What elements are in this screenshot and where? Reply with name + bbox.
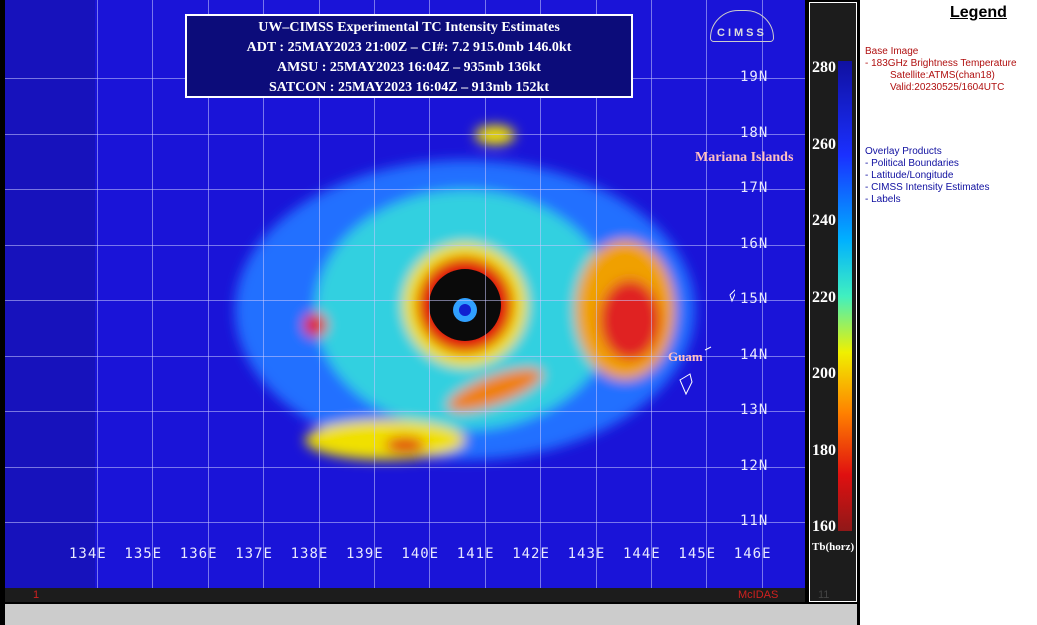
intensity-estimates-box: UW–CIMSS Experimental TC Intensity Estim…: [185, 14, 633, 98]
label-guam: Guam: [668, 349, 703, 364]
latitude-line: [5, 133, 805, 135]
frame-number: 1: [33, 589, 40, 601]
image-frame: 134E 135E 136E 137E 138E 139E 140E 141E 142E 143E…: [0, 0, 860, 625]
bottom-panel: [5, 604, 857, 625]
longitude-line: [318, 0, 320, 588]
longitude-line: [651, 0, 652, 588]
longitude-label: 137E: [235, 546, 273, 562]
latitude-line: [5, 189, 805, 190]
longitude-label: 144E: [623, 546, 661, 562]
label-mariana-islands: Mariana Islands: [695, 150, 794, 165]
overlay-item: - Labels: [865, 194, 901, 205]
colorbar-gradient: [838, 61, 852, 531]
longitude-label: 140E: [401, 546, 440, 562]
longitude-line: [429, 0, 431, 588]
amsu-estimate: AMSU : 25MAY2023 16:04Z – 935mb 136kt: [277, 60, 541, 75]
latitude-label: 15N: [740, 291, 769, 307]
latitude-label: 16N: [740, 235, 769, 252]
longitude-line: [97, 0, 98, 588]
base-image-item: - 183GHz Brightness Temperature: [865, 58, 1017, 69]
colorbar-tick: 220: [812, 288, 836, 306]
longitude-line: [484, 0, 486, 588]
adt-estimate: ADT : 25MAY2023 21:00Z – CI#: 7.2 915.0m…: [246, 40, 572, 55]
longitude-line: [263, 0, 265, 588]
valid-time: Valid:20230525/1604UTC: [890, 82, 1005, 93]
overlay-item: - CIMSS Intensity Estimates: [865, 182, 990, 193]
colorbar-tick: 280: [812, 59, 836, 76]
colorbar: 280 260 240 220 200 180 160 Tb(horz) 11: [809, 2, 857, 602]
latitude-label: 13N: [740, 402, 769, 418]
colorbar-tick: 160: [812, 518, 836, 535]
longitude-line: [374, 0, 375, 588]
colorbar-tick: 260: [812, 135, 836, 153]
longitude-label: 138E: [290, 546, 329, 562]
satcon-estimate: SATCON : 25MAY2023 16:04Z – 913mb 152kt: [268, 80, 549, 95]
latitude-label: 12N: [740, 457, 769, 474]
longitude-line: [595, 0, 597, 588]
longitude-label: 141E: [456, 546, 495, 562]
longitude-label: 136E: [179, 546, 218, 562]
latitude-line: [5, 522, 805, 523]
longitude-label: 139E: [346, 546, 384, 562]
base-image-header: Base Image: [865, 46, 919, 57]
latitude-label: 14N: [740, 346, 769, 363]
satellite-map: 134E 135E 136E 137E 138E 139E 140E 141E 142E 143E…: [5, 0, 805, 588]
longitude-label: 145E: [678, 546, 717, 562]
latitude-label: 19N: [740, 69, 769, 85]
satellite-info: Satellite:ATMS(chan18): [890, 70, 995, 81]
mcidas-status-bar: 1 McIDAS: [5, 588, 805, 602]
longitude-label: 146E: [733, 546, 772, 562]
frame-count: 11: [818, 589, 830, 601]
longitude-label: 135E: [124, 546, 163, 562]
overlay-item: - Latitude/Longitude: [865, 170, 954, 181]
longitude-line: [761, 0, 763, 588]
colorbar-tick: 240: [812, 212, 836, 229]
latitude-label: 11N: [740, 513, 769, 529]
title-heading: UW–CIMSS Experimental TC Intensity Estim…: [258, 20, 560, 35]
longitude-line: [152, 0, 154, 588]
latitude-line: [5, 411, 805, 412]
longitude-label: 143E: [567, 546, 606, 562]
latitude-line: [5, 355, 805, 357]
legend-panel: Legend Base Image - 183GHz Brightness Te…: [860, 0, 1037, 625]
longitude-line: [207, 0, 209, 588]
colorbar-tick: 180: [812, 441, 836, 459]
storm-imagery: [5, 0, 695, 588]
colorbar-unit: Tb(horz): [812, 541, 855, 553]
latitude-label: 18N: [740, 124, 769, 141]
longitude-label: 134E: [69, 546, 107, 562]
overlay-item: - Political Boundaries: [865, 158, 959, 169]
latitude-line: [5, 300, 805, 301]
mcidas-label: McIDAS: [738, 589, 779, 601]
longitude-line: [540, 0, 542, 588]
colorbar-tick: 200: [812, 365, 836, 382]
overlay-header: Overlay Products: [865, 146, 942, 157]
legend-title: Legend: [950, 4, 1007, 21]
latitude-line: [5, 244, 805, 246]
longitude-line: [706, 0, 708, 588]
latitude-line: [5, 466, 805, 468]
latitude-label: 17N: [740, 180, 769, 196]
longitude-label: 142E: [512, 546, 550, 562]
island-outlines: [679, 289, 735, 396]
